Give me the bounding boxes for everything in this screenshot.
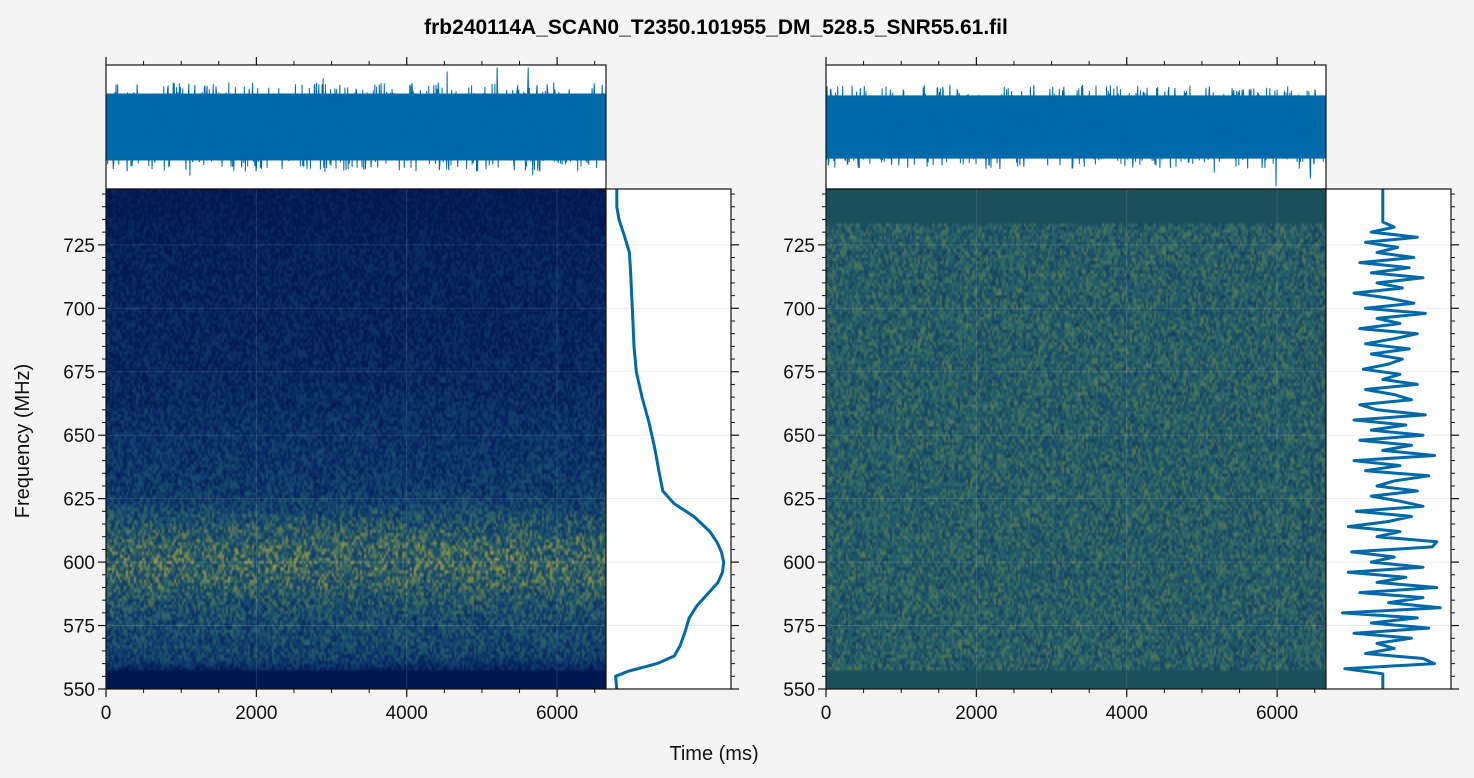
y-tick-label: 700 [783,299,815,320]
right-heatmap-image [826,189,1326,689]
left-timeseries-line [105,67,607,176]
left-spectrum-background [606,189,731,689]
left-dynamic-spectrum: 0 2000 4000 6000 550 575 600 625 650 675 700 725 [63,188,607,724]
right-y-axis-ticks: 550 575 600 625 650 675 700 725 [783,193,826,701]
figure-title: frb240114A_SCAN0_T2350.101955_DM_528.5_S… [424,16,1008,39]
right-spectrum-ticks [1451,193,1459,690]
y-tick-label: 625 [63,490,95,511]
right-spectrum-panel [1325,188,1459,690]
left-panel: 0 2000 4000 6000 550 575 600 625 650 675 700 725 [63,57,739,724]
left-timeseries-panel [105,57,607,190]
x-tick-label: 4000 [386,703,428,724]
y-tick-label: 725 [783,236,815,257]
y-tick-label: 725 [63,236,95,257]
x-axis-label: Time (ms) [669,743,758,765]
x-tick-label: 0 [821,703,832,724]
right-timeseries-line [825,84,1327,187]
left-x-axis-ticks: 0 2000 4000 6000 [101,689,596,724]
right-panel: 0 2000 4000 6000 550 575 600 625 650 675 700 725 [783,57,1459,724]
y-tick-label: 675 [63,363,95,384]
right-timeseries-ticks [825,57,1316,65]
y-tick-label: 600 [783,553,815,574]
y-tick-label: 550 [783,680,815,701]
x-tick-label: 6000 [536,703,578,724]
y-axis-label: Frequency (MHz) [12,364,34,518]
y-tick-label: 675 [783,363,815,384]
left-spectrum-ticks [731,193,739,690]
right-spectrum-line [1341,189,1442,689]
right-spectrum-frame [1325,188,1452,690]
left-spectrum-line [614,189,726,690]
x-tick-label: 6000 [1256,703,1298,724]
x-tick-label: 0 [101,703,112,724]
y-tick-label: 575 [783,617,815,638]
left-spectrum-frame [605,188,732,690]
y-tick-label: 650 [783,426,815,447]
right-dynamic-spectrum: 0 2000 4000 6000 550 575 600 625 650 675 700 725 [783,188,1327,724]
y-tick-label: 600 [63,553,95,574]
right-x-axis-ticks: 0 2000 4000 6000 [821,689,1316,724]
x-tick-label: 4000 [1106,703,1148,724]
left-y-axis-ticks: 550 575 600 625 650 675 700 725 [63,193,106,701]
left-spectrum-panel [605,188,739,690]
x-tick-label: 2000 [955,703,997,724]
left-timeseries-ticks [105,57,596,65]
y-tick-label: 650 [63,426,95,447]
right-timeseries-panel [825,57,1327,190]
y-tick-label: 625 [783,490,815,511]
left-heatmap-image [106,189,606,689]
x-tick-label: 2000 [235,703,277,724]
y-tick-label: 575 [63,617,95,638]
y-tick-label: 550 [63,680,95,701]
y-tick-label: 700 [63,299,95,320]
